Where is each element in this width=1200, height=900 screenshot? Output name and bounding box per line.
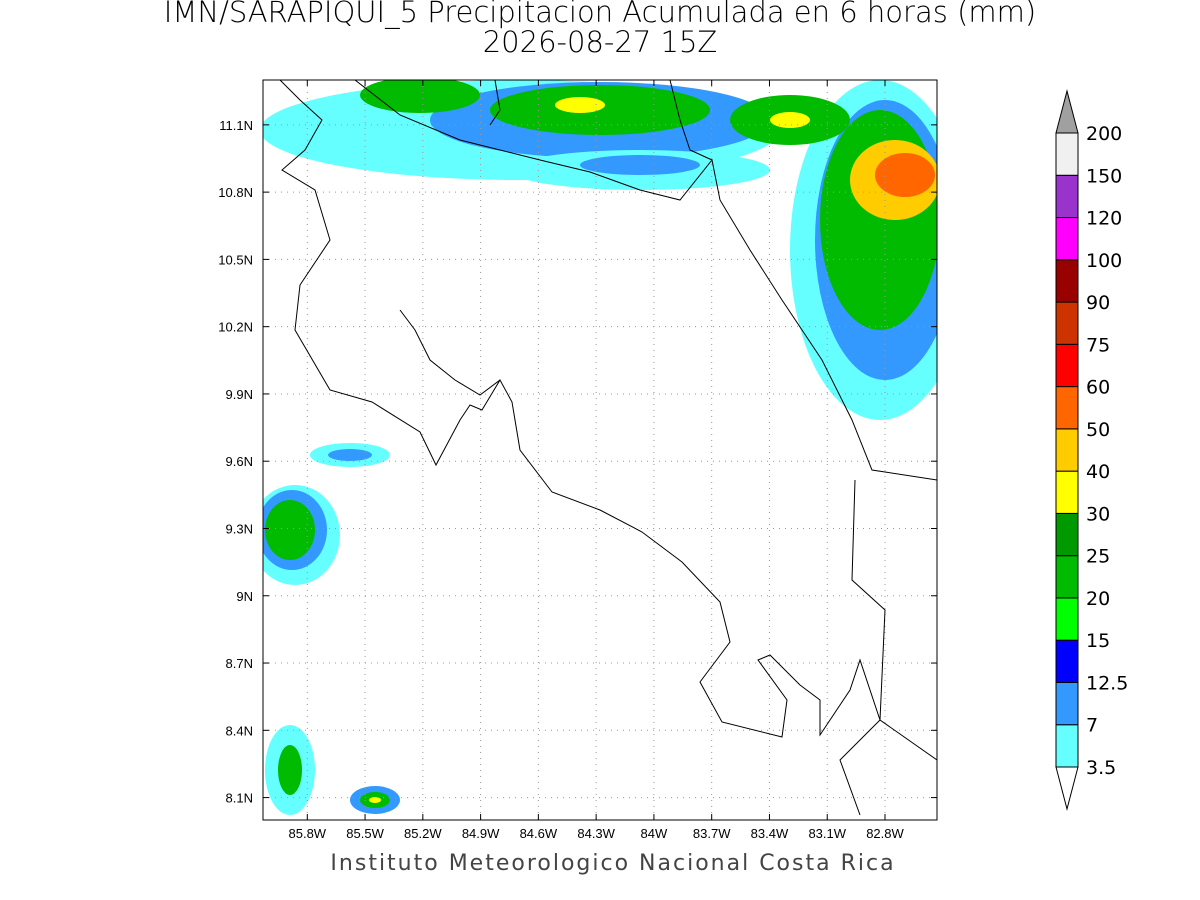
x-tick-label: 84.6W <box>520 826 558 841</box>
colorbar-swatch <box>1055 470 1079 514</box>
colorbar-label: 60 <box>1086 377 1110 399</box>
footer: Instituto Meteorologico Nacional Costa R… <box>330 851 895 876</box>
colorbar-swatch <box>1055 512 1079 557</box>
colorbar-swatch <box>1055 724 1079 768</box>
colorbar-label: 3.5 <box>1086 757 1116 779</box>
x-tick-label: 85.2W <box>404 826 442 841</box>
axes: 85.8W 85.5W 85.2W 84.9W 84.6W 84.3W 84W 83.7W 83… <box>218 80 937 841</box>
x-tick-label: 83.4W <box>751 826 789 841</box>
y-tick-label: 8.4N <box>226 723 253 738</box>
colorbar-swatch <box>1055 259 1079 303</box>
grid <box>263 80 937 820</box>
y-tick-label: 10.2N <box>218 320 253 335</box>
y-tick-label: 8.7N <box>226 656 253 671</box>
colorbar-label: 40 <box>1086 461 1110 483</box>
x-tick-label: 82.8W <box>866 826 904 841</box>
colorbar-label: 50 <box>1086 419 1110 441</box>
colorbar-over <box>1055 89 1079 134</box>
y-tick-label: 9.3N <box>226 521 253 536</box>
title: IMN/SARAPIQUI_5 Precipitacion Acumulada … <box>164 0 1036 30</box>
colorbar-label: 20 <box>1086 588 1110 610</box>
colorbar: 3.5 7 12.5 15 20 25 30 40 50 60 75 90 100 120 150 200 <box>1055 89 1128 811</box>
colorbar-label: 90 <box>1086 292 1110 314</box>
colorbar-swatch <box>1055 428 1079 472</box>
y-tick-label: 11.1N <box>219 118 253 133</box>
colorbar-swatch <box>1055 555 1079 599</box>
colorbar-swatch <box>1055 174 1079 219</box>
colorbar-label: 200 <box>1086 123 1122 145</box>
x-tick-label: 84.3W <box>577 826 615 841</box>
colorbar-label: 12.5 <box>1086 672 1128 694</box>
colorbar-swatch <box>1055 681 1079 726</box>
x-tick-label: 83.1W <box>808 826 846 841</box>
colorbar-label: 15 <box>1086 630 1110 652</box>
colorbar-swatch <box>1055 597 1079 641</box>
colorbar-under <box>1055 766 1079 811</box>
colorbar-label: 120 <box>1086 208 1122 230</box>
subtitle: 2026-08-27 15Z <box>483 25 718 59</box>
colorbar-label: 150 <box>1086 165 1122 187</box>
colorbar-label: 100 <box>1086 250 1122 272</box>
colorbar-swatch <box>1055 217 1079 261</box>
x-tick-label: 83.7W <box>693 826 731 841</box>
colorbar-label: 75 <box>1086 334 1110 356</box>
coastlines <box>279 80 937 816</box>
y-tick-label: 9.6N <box>226 454 253 469</box>
colorbar-swatch <box>1055 639 1079 683</box>
colorbar-label: 25 <box>1086 546 1110 568</box>
y-tick-label: 9.9N <box>226 387 253 402</box>
x-tick-label: 85.8W <box>289 826 327 841</box>
x-tick-label: 84.9W <box>462 826 500 841</box>
y-tick-label: 10.5N <box>218 252 253 267</box>
map-area <box>263 80 937 820</box>
colorbar-swatch <box>1055 343 1079 388</box>
x-tick-label: 84W <box>641 826 668 841</box>
colorbar-swatch <box>1055 132 1079 176</box>
colorbar-swatch <box>1055 301 1079 345</box>
map-frame <box>262 79 938 821</box>
y-tick-label: 9N <box>236 589 253 604</box>
colorbar-label: 30 <box>1086 503 1110 525</box>
colorbar-swatch <box>1055 386 1079 430</box>
y-tick-label: 8.1N <box>226 791 253 806</box>
colorbar-label: 7 <box>1086 715 1098 737</box>
y-tick-label: 10.8N <box>218 185 253 200</box>
x-tick-label: 85.5W <box>346 826 384 841</box>
precip-field <box>263 80 937 815</box>
